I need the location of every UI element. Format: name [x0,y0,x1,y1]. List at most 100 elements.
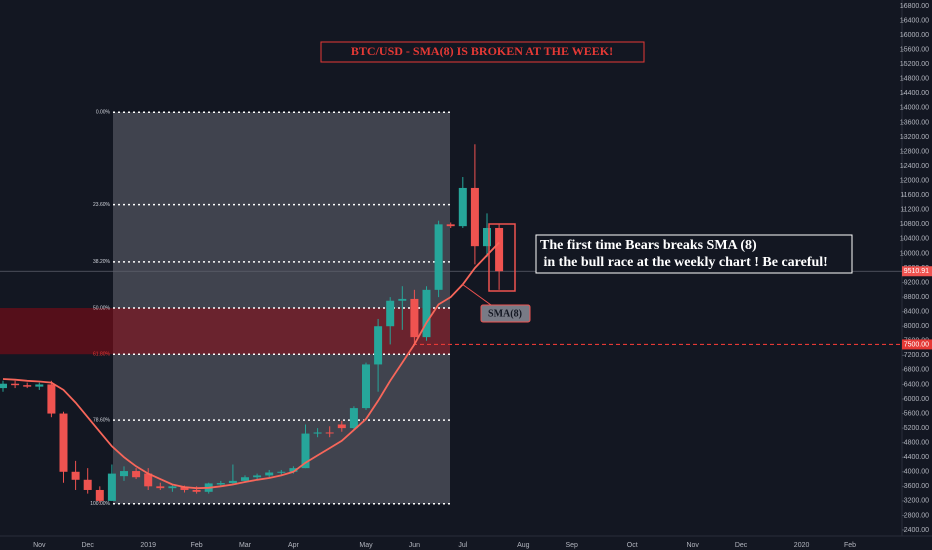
candle-body [422,289,431,338]
y-tick-label: 10000.00 [900,250,929,257]
x-tick-label: Oct [627,542,638,549]
y-tick-label: 11200.00 [900,207,929,214]
candle-body [180,487,189,490]
y-tick-label: 10400.00 [900,236,929,243]
candle-body [289,468,298,472]
candle-body [313,432,322,434]
candle-body [168,486,177,489]
y-tick-label: 4000.00 [904,469,929,476]
x-tick-label: Dec [81,542,94,549]
x-tick-label: Feb [844,542,856,549]
candle-body [410,298,419,338]
y-tick-label: 6800.00 [904,367,929,374]
candle-body [0,383,7,389]
y-tick-label: 15200.00 [900,61,929,68]
level-label: 7500.00 [904,341,929,348]
candle-body [241,477,249,481]
sma-label: SMA(8) [488,308,522,319]
candle-body [95,489,104,501]
y-tick-label: 3200.00 [904,498,929,505]
candle-body [216,483,225,485]
y-tick-label: 16000.00 [900,32,929,39]
x-tick-label: Aug [517,542,530,549]
candle-body [349,408,358,429]
candle-body [470,187,479,247]
sma-pointer [461,283,492,306]
y-tick-label: 9200.00 [904,279,929,286]
candle-body [277,471,286,473]
fib-label: 50.00% [93,305,111,311]
candle-body [386,300,395,327]
level-tag [902,339,932,350]
y-tick-label: 16400.00 [900,17,929,24]
sma-label-box [480,304,531,323]
chart-title: BTC/USD - SMA(8) IS BROKEN AT THE WEEK! [351,44,613,58]
candle-body [107,473,116,501]
last-price-label: 9510.91 [904,268,929,275]
fib-label: 0.00% [96,110,111,116]
y-tick-label: 13200.00 [900,134,929,141]
candle-body [362,364,370,409]
y-tick-label: 8800.00 [904,294,929,301]
y-tick-label: 8400.00 [904,309,929,316]
candle-body [228,480,237,484]
y-tick-label: 15600.00 [900,47,929,54]
annotation-box [535,234,853,274]
candle-body [495,227,504,272]
y-tick-label: 10800.00 [900,221,929,228]
title-box [320,41,645,63]
y-tick-label: 12000.00 [900,178,929,185]
fib-label: 61.80% [93,352,111,358]
y-tick-label: 14000.00 [900,105,929,112]
y-tick-label: 14800.00 [900,76,929,83]
fib-golden-zone [0,308,450,355]
last-price-tag [902,266,932,277]
candle-body [398,298,407,301]
candle-body [458,187,467,227]
candle-body [301,433,310,469]
y-tick-label: 4800.00 [904,440,929,447]
candle-body [483,227,491,247]
annotation-line: The first time Bears breaks SMA (8) [540,238,757,253]
candle-body [11,383,20,386]
x-tick-label: May [359,542,373,549]
fib-label: 38.20% [93,259,111,265]
y-tick-label: 14400.00 [900,90,929,97]
y-tick-label: 8000.00 [904,323,929,330]
y-tick-label: 4400.00 [904,454,929,461]
y-tick-label: 12400.00 [900,163,929,170]
candle-body [83,479,92,490]
fib-label: 23.60% [93,202,111,208]
sma-line [2,241,500,490]
candle-body [253,475,262,478]
candle-body [325,432,334,434]
candle-body [446,224,455,227]
y-tick-label: 3600.00 [904,483,929,490]
y-tick-label: 6400.00 [904,381,929,388]
y-tick-label: 2400.00 [904,527,929,534]
candle-body [120,471,128,477]
x-tick-label: 2020 [794,542,810,549]
y-tick-label: 12800.00 [900,148,929,155]
fib-label: 100.00% [90,501,110,507]
candle-body [47,384,56,414]
x-tick-label: Jul [458,542,467,549]
x-tick-label: Sep [565,542,578,549]
x-tick-label: Mar [239,542,252,549]
candle-body [71,471,80,480]
candle-body [337,424,346,429]
x-tick-label: Feb [191,542,203,549]
y-tick-label: 13600.00 [900,119,929,126]
x-tick-label: 2019 [140,542,156,549]
y-tick-label: 7200.00 [904,352,929,359]
y-tick-label: 2800.00 [904,512,929,519]
candle-body [434,224,443,290]
candle-body [156,486,165,489]
candle-body [144,473,153,487]
x-tick-label: Nov [33,542,46,549]
plot: 2400.00 2800.00 3200.00 3600.00 4000.00 4400.… [0,3,932,549]
x-tick-label: Nov [686,542,699,549]
